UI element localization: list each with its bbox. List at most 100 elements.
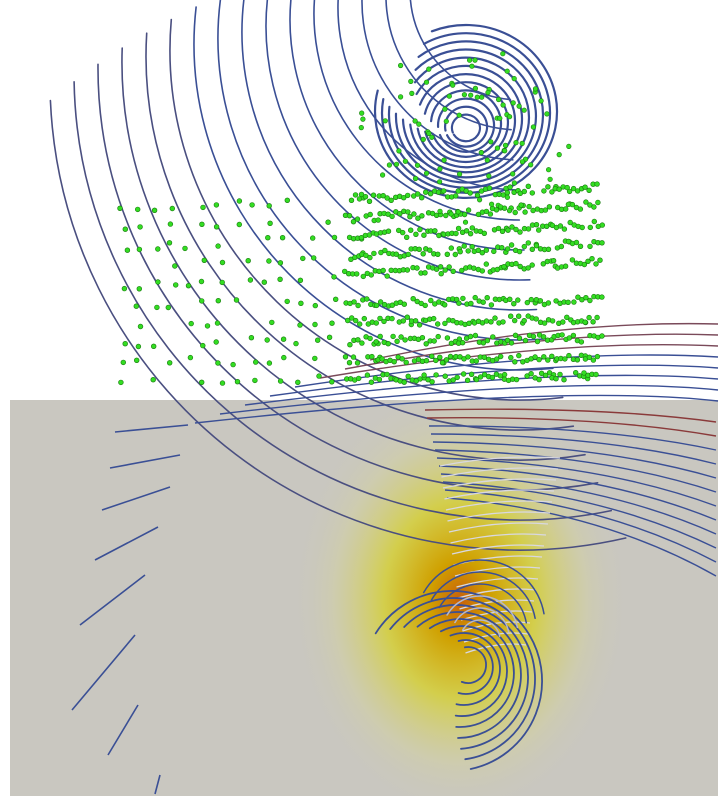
streamline xyxy=(430,433,717,465)
seed-point xyxy=(564,314,570,320)
seed-point xyxy=(489,374,496,381)
streamline xyxy=(423,81,510,164)
seed-point xyxy=(495,225,502,232)
seed-point xyxy=(355,337,361,343)
seed-point xyxy=(581,261,588,268)
seed-point xyxy=(249,202,255,208)
streamline xyxy=(71,634,136,711)
seed-point xyxy=(480,299,486,305)
streamline xyxy=(422,559,545,615)
seed-point xyxy=(457,249,463,255)
seed-point xyxy=(405,209,411,215)
streamline xyxy=(94,526,159,561)
seed-point xyxy=(377,333,383,340)
streamline xyxy=(457,639,494,695)
seed-point xyxy=(379,356,385,362)
seed-point xyxy=(488,139,494,145)
streamline xyxy=(107,704,139,756)
seed-point xyxy=(408,227,414,233)
seed-point xyxy=(441,188,447,194)
seed-point xyxy=(435,321,441,327)
seed-point xyxy=(167,221,174,227)
seed-point xyxy=(569,257,576,263)
seed-point xyxy=(533,222,540,228)
seed-point xyxy=(422,302,428,309)
seed-point xyxy=(455,209,461,215)
seed-point xyxy=(517,263,523,270)
seed-point xyxy=(593,371,599,378)
seed-point xyxy=(469,244,475,250)
seed-point xyxy=(473,376,480,383)
seed-point xyxy=(511,301,517,307)
seed-point xyxy=(298,300,304,306)
seed-point xyxy=(312,302,318,309)
seed-point xyxy=(358,235,365,241)
streamline xyxy=(454,607,510,633)
seed-point xyxy=(182,245,188,252)
streamline xyxy=(441,467,559,478)
seed-point xyxy=(367,335,373,342)
seed-point xyxy=(511,180,518,186)
seed-point xyxy=(489,201,495,207)
seed-point xyxy=(353,317,359,324)
seed-point xyxy=(483,208,490,215)
streamline xyxy=(114,424,189,433)
seed-point xyxy=(510,100,516,106)
seed-point xyxy=(512,332,519,338)
seed-point xyxy=(402,158,409,164)
seed-point xyxy=(516,103,522,109)
seed-point xyxy=(502,148,508,154)
seed-point xyxy=(467,231,474,237)
seed-point xyxy=(541,188,547,194)
streamline xyxy=(194,394,719,424)
seed-point xyxy=(566,352,572,359)
seed-point xyxy=(472,85,479,91)
streamline xyxy=(145,32,575,431)
seed-point xyxy=(377,315,383,322)
seed-point xyxy=(311,255,317,261)
streamline xyxy=(374,590,543,770)
seed-point xyxy=(538,98,544,104)
seed-point xyxy=(362,194,369,200)
seed-point xyxy=(567,219,573,226)
seed-point xyxy=(472,57,478,63)
seed-point xyxy=(167,360,173,366)
seed-point xyxy=(398,62,404,69)
seed-point xyxy=(405,192,411,199)
seed-point xyxy=(252,377,258,384)
seed-point xyxy=(118,379,124,386)
seed-point xyxy=(400,229,406,236)
seed-point xyxy=(415,215,421,221)
streamline xyxy=(337,0,517,191)
seed-point xyxy=(429,134,435,140)
seed-point xyxy=(516,335,523,341)
seed-point xyxy=(234,379,241,385)
seed-point xyxy=(465,354,471,360)
seed-point xyxy=(435,251,441,258)
seed-point xyxy=(590,319,596,325)
streamline xyxy=(442,481,717,549)
seed-point xyxy=(405,373,411,379)
seed-point xyxy=(573,239,580,246)
seed-point xyxy=(456,300,462,306)
seed-point xyxy=(371,250,377,257)
seed-point xyxy=(574,357,581,363)
seed-point xyxy=(442,267,448,273)
seed-point xyxy=(233,297,240,303)
seed-point xyxy=(121,285,128,292)
streamline xyxy=(269,364,719,397)
seed-point xyxy=(380,172,386,178)
seed-point xyxy=(542,207,549,213)
streamline xyxy=(447,511,551,522)
seed-point xyxy=(354,271,360,277)
seed-point xyxy=(566,143,572,149)
seed-point xyxy=(525,226,532,232)
streamline xyxy=(436,97,496,153)
seed-point xyxy=(213,339,219,345)
streamline xyxy=(428,425,717,451)
seed-point xyxy=(366,198,373,205)
streamline xyxy=(289,0,525,251)
seed-point xyxy=(594,353,601,360)
seed-point xyxy=(364,296,370,302)
seed-point xyxy=(404,314,410,320)
